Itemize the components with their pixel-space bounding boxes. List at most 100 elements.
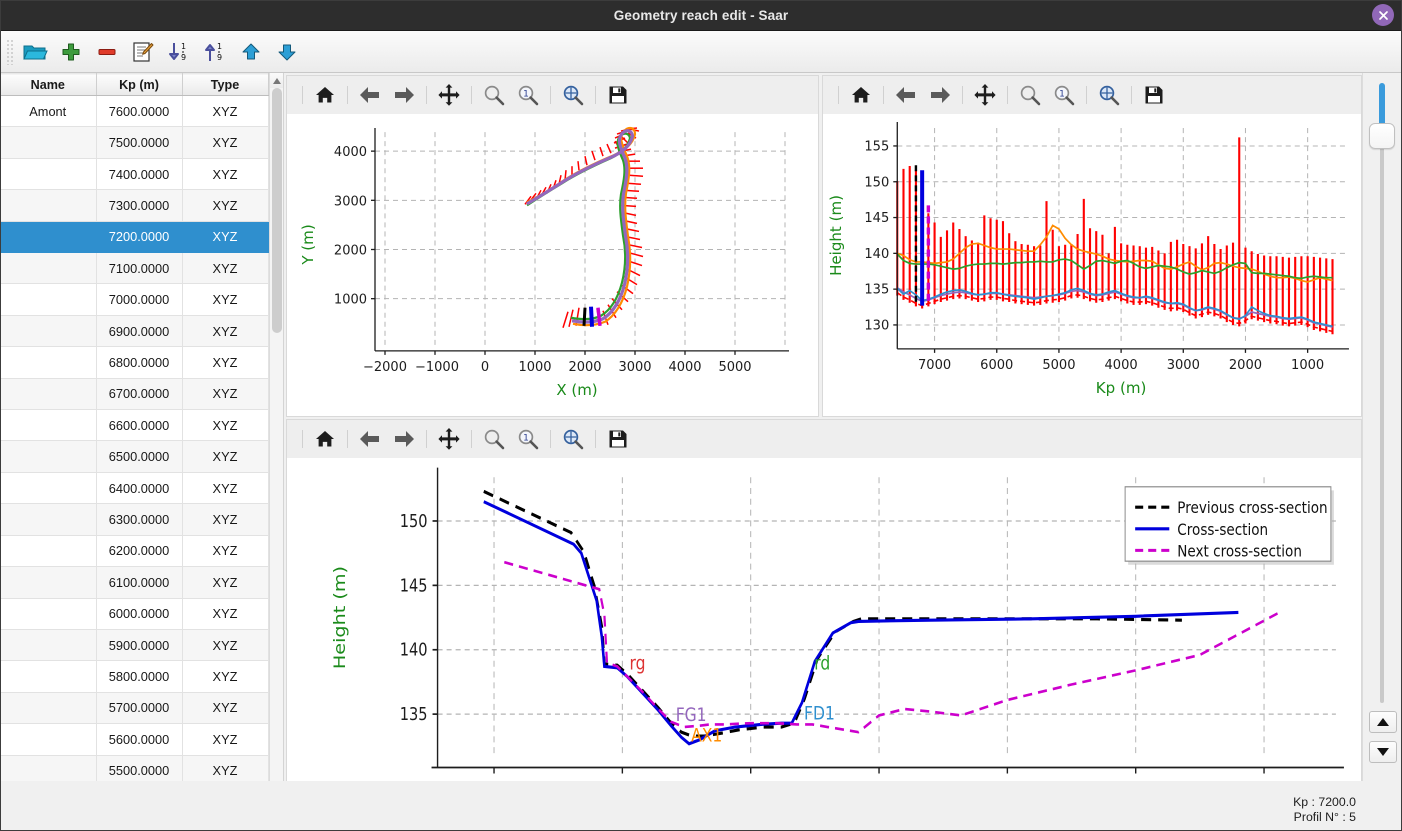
xs-zoom-one-button[interactable]: 1 xyxy=(511,424,545,454)
longitudinal-profile-canvas[interactable]: 130 135 140 145 150 155 7000 6000 5000 4000 3000 20… xyxy=(823,114,1361,417)
profile-zoom-button[interactable] xyxy=(1013,80,1047,110)
table-scrollbar[interactable] xyxy=(268,73,283,831)
cell-kp[interactable]: 7500.0000 xyxy=(96,126,183,159)
scroll-up-button[interactable] xyxy=(269,73,283,88)
plan-view-canvas[interactable]: 1000 2000 3000 4000 −2000 −1000 0 1000 2… xyxy=(287,114,818,417)
cell-type[interactable]: XYZ xyxy=(182,95,269,128)
slider-handle[interactable] xyxy=(1369,123,1395,149)
plan-zoom-fit-button[interactable] xyxy=(556,80,590,110)
move-up-button[interactable] xyxy=(234,36,268,68)
cell-type[interactable]: XYZ xyxy=(182,252,269,285)
cell-type[interactable]: XYZ xyxy=(182,409,269,442)
xs-back-button[interactable] xyxy=(353,424,387,454)
cell-name[interactable] xyxy=(0,472,97,505)
table-row[interactable]: 7300.0000 XYZ xyxy=(0,189,269,222)
plan-back-button[interactable] xyxy=(353,80,387,110)
cell-type[interactable]: XYZ xyxy=(182,755,269,787)
add-button[interactable] xyxy=(54,36,88,68)
cell-type[interactable]: XYZ xyxy=(182,535,269,568)
cell-name[interactable]: Amont xyxy=(0,95,97,128)
cell-kp[interactable]: 6700.0000 xyxy=(96,378,183,411)
column-header-name[interactable]: Name xyxy=(0,73,97,96)
cell-name[interactable] xyxy=(0,660,97,693)
scroll-down-button[interactable] xyxy=(269,816,283,831)
plan-zoom-one-button[interactable]: 1 xyxy=(511,80,545,110)
cell-name[interactable] xyxy=(0,126,97,159)
profile-spin-down-button[interactable] xyxy=(1369,741,1397,763)
plan-home-button[interactable] xyxy=(308,80,342,110)
cell-name[interactable] xyxy=(0,440,97,473)
cell-name[interactable] xyxy=(0,252,97,285)
cell-name[interactable] xyxy=(0,723,97,756)
plan-pan-button[interactable] xyxy=(432,80,466,110)
table-row[interactable]: 6200.0000 XYZ xyxy=(0,535,269,568)
plan-zoom-button[interactable] xyxy=(477,80,511,110)
sort-descending-button[interactable]: 1 9 xyxy=(162,36,196,68)
cell-type[interactable]: XYZ xyxy=(182,378,269,411)
table-row[interactable]: 7000.0000 XYZ xyxy=(0,283,269,316)
cell-type[interactable]: XYZ xyxy=(182,566,269,599)
sort-ascending-button[interactable]: 1 9 xyxy=(198,36,232,68)
profile-zoom-one-button[interactable]: 1 xyxy=(1047,80,1081,110)
cell-type[interactable]: XYZ xyxy=(182,189,269,222)
cell-kp[interactable]: 6400.0000 xyxy=(96,472,183,505)
profile-home-button[interactable] xyxy=(844,80,878,110)
table-row[interactable]: 6500.0000 XYZ xyxy=(0,440,269,473)
cell-type[interactable]: XYZ xyxy=(182,126,269,159)
table-row[interactable] xyxy=(0,817,269,831)
xs-save-button[interactable] xyxy=(601,424,635,454)
cell-type[interactable]: XYZ xyxy=(182,503,269,536)
table-row[interactable]: 7500.0000 XYZ xyxy=(0,126,269,159)
table-row[interactable]: Amont 7600.0000 XYZ xyxy=(0,95,269,128)
table-row[interactable]: 7200.0000 XYZ xyxy=(0,221,269,254)
plan-save-button[interactable] xyxy=(601,80,635,110)
xs-home-button[interactable] xyxy=(308,424,342,454)
cell-kp[interactable]: 5800.0000 xyxy=(96,660,183,693)
table-row[interactable]: 6400.0000 XYZ xyxy=(0,472,269,505)
cell-kp[interactable]: 7000.0000 xyxy=(96,283,183,316)
open-folder-button[interactable] xyxy=(18,36,52,68)
cell-type[interactable]: XYZ xyxy=(182,472,269,505)
profile-zoom-fit-button[interactable] xyxy=(1092,80,1126,110)
cell-kp[interactable]: 6200.0000 xyxy=(96,535,183,568)
cross-section-canvas[interactable]: 135 140 145 150 −50 0 50 100 150 200 250 Transverse… xyxy=(287,458,1361,830)
cell-name[interactable] xyxy=(0,283,97,316)
cell-kp[interactable]: 6500.0000 xyxy=(96,440,183,473)
cell-name[interactable] xyxy=(0,315,97,348)
toolbar-grip[interactable] xyxy=(6,38,14,65)
table-row[interactable]: 5500.0000 XYZ xyxy=(0,755,269,787)
table-row[interactable]: 6300.0000 XYZ xyxy=(0,503,269,536)
cell-name[interactable] xyxy=(0,158,97,191)
cell-type[interactable]: XYZ xyxy=(182,440,269,473)
cell-name[interactable] xyxy=(0,346,97,379)
cell-name[interactable] xyxy=(0,503,97,536)
cell-kp[interactable]: 7100.0000 xyxy=(96,252,183,285)
cell-type[interactable]: XYZ xyxy=(182,692,269,725)
profile-back-button[interactable] xyxy=(889,80,923,110)
profile-save-button[interactable] xyxy=(1137,80,1171,110)
cell-name[interactable] xyxy=(0,629,97,662)
move-down-button[interactable] xyxy=(270,36,304,68)
cell-name[interactable] xyxy=(0,535,97,568)
table-row[interactable]: 6100.0000 XYZ xyxy=(0,566,269,599)
cell-kp[interactable]: 7600.0000 xyxy=(96,95,183,128)
cell-kp[interactable]: 7400.0000 xyxy=(96,158,183,191)
xs-zoom-button[interactable] xyxy=(477,424,511,454)
remove-button[interactable] xyxy=(90,36,124,68)
cell-kp[interactable]: 6100.0000 xyxy=(96,566,183,599)
cell-name[interactable] xyxy=(0,755,97,787)
cell-kp[interactable]: 6800.0000 xyxy=(96,346,183,379)
cell-kp[interactable]: 5700.0000 xyxy=(96,692,183,725)
table-row[interactable]: 5400.0000 XYZ xyxy=(0,786,269,819)
cell-kp[interactable]: 7200.0000 xyxy=(96,221,183,254)
cell-name[interactable] xyxy=(0,189,97,222)
table-row[interactable]: 7100.0000 XYZ xyxy=(0,252,269,285)
cell-name[interactable] xyxy=(0,786,97,819)
table-row[interactable]: 5700.0000 XYZ xyxy=(0,692,269,725)
table-row[interactable]: 7400.0000 XYZ xyxy=(0,158,269,191)
table-row[interactable]: 5600.0000 XYZ xyxy=(0,723,269,756)
xs-forward-button[interactable] xyxy=(387,424,421,454)
cell-type[interactable]: XYZ xyxy=(182,221,269,254)
table-row[interactable]: 6700.0000 XYZ xyxy=(0,378,269,411)
cell-type[interactable]: XYZ xyxy=(182,598,269,630)
